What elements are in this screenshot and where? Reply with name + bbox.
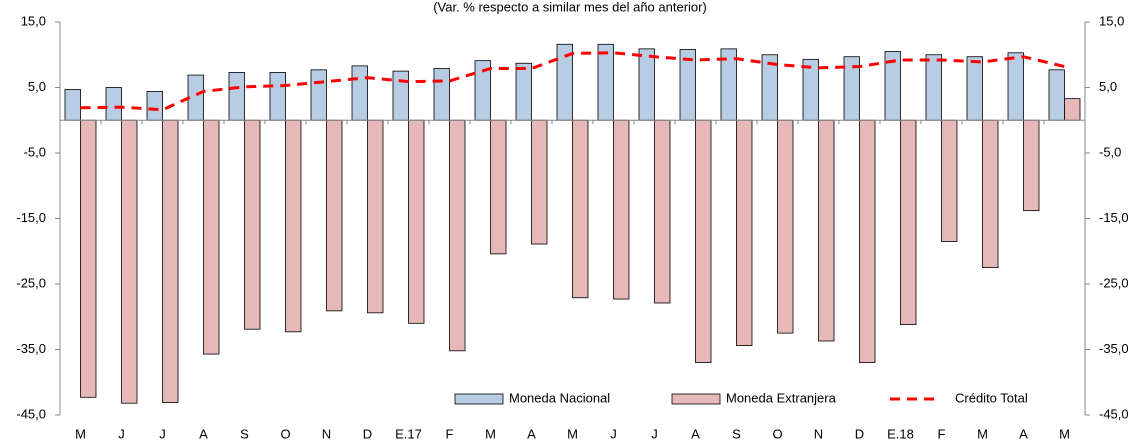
x-tick-label: M <box>485 426 496 441</box>
y-tick-label: -25,0 <box>16 275 46 290</box>
bar <box>433 68 450 121</box>
x-tick-label: D <box>363 426 372 441</box>
bar <box>1048 69 1065 121</box>
line <box>80 51 1065 112</box>
x-tick-label: M <box>977 426 988 441</box>
bar <box>490 119 507 255</box>
x-tick-label: J <box>651 426 658 441</box>
x-tick-label: S <box>240 426 249 441</box>
x-tick-label: S <box>732 426 741 441</box>
y-tick-label: 15,0 <box>21 13 46 28</box>
bar <box>64 89 81 121</box>
x-tick-label: E.18 <box>887 426 914 441</box>
bar <box>638 48 655 121</box>
bar <box>900 119 917 326</box>
bar <box>80 119 97 398</box>
x-tick-label: E.17 <box>395 426 422 441</box>
x-tick-label: A <box>527 426 536 441</box>
x-tick-label: F <box>938 426 946 441</box>
x-tick-label: D <box>855 426 864 441</box>
y2-tick-label: 5,0 <box>1099 79 1117 94</box>
y2-tick-label: 15,0 <box>1099 13 1124 28</box>
bar <box>105 87 122 121</box>
bar <box>515 62 532 121</box>
x-tick-label: J <box>118 426 125 441</box>
bar <box>162 119 179 403</box>
y-tick-label: 5,0 <box>28 79 46 94</box>
x-tick-label: J <box>610 426 617 441</box>
bar <box>285 119 302 333</box>
y-tick-label: -45,0 <box>16 406 46 421</box>
y-tick-label: -5,0 <box>24 144 46 159</box>
x-tick-label: N <box>814 426 823 441</box>
x-tick-label: A <box>691 426 700 441</box>
bar <box>408 119 425 324</box>
bar <box>269 72 286 121</box>
bar <box>392 70 409 121</box>
bar <box>367 119 384 314</box>
chart-subtitle: (Var. % respecto a similar mes del año a… <box>433 0 707 14</box>
bar <box>941 119 958 242</box>
bar <box>859 119 876 364</box>
bar <box>531 119 548 245</box>
bar <box>121 119 138 404</box>
legend-swatch <box>454 393 504 405</box>
bar <box>1007 52 1024 121</box>
y2-tick-label: -25,0 <box>1099 275 1129 290</box>
bar <box>146 91 163 121</box>
bar <box>228 72 245 121</box>
x-tick-label: J <box>159 426 166 441</box>
bar <box>654 119 671 304</box>
x-tick-label: O <box>280 426 290 441</box>
y2-tick-label: -45,0 <box>1099 406 1129 421</box>
x-tick-label: A <box>1019 426 1028 441</box>
bar <box>572 119 589 299</box>
bar <box>1023 119 1040 212</box>
y2-tick-label: -35,0 <box>1099 341 1129 356</box>
bar <box>736 119 753 346</box>
x-tick-label: O <box>772 426 782 441</box>
bar <box>244 119 261 330</box>
bar <box>351 65 368 121</box>
bar <box>597 43 614 121</box>
legend-label: Moneda Extranjera <box>726 390 837 405</box>
bar <box>187 74 204 121</box>
y2-tick-label: -5,0 <box>1099 144 1121 159</box>
x-tick-label: M <box>1059 426 1070 441</box>
bar <box>695 119 712 364</box>
bar <box>203 119 220 355</box>
bar <box>925 54 942 121</box>
bar <box>982 119 999 269</box>
legend-label: Crédito Total <box>955 390 1028 405</box>
x-tick-label: N <box>322 426 331 441</box>
x-tick-label: F <box>446 426 454 441</box>
bar <box>777 119 794 334</box>
bar <box>1064 98 1081 121</box>
x-tick-label: M <box>567 426 578 441</box>
bar <box>613 119 630 300</box>
bar <box>326 119 343 312</box>
x-tick-label: M <box>75 426 86 441</box>
bar <box>966 56 983 121</box>
bar <box>818 119 835 342</box>
y2-tick-label: -15,0 <box>1099 210 1129 225</box>
x-tick-label: A <box>199 426 208 441</box>
bar <box>449 119 466 352</box>
y-tick-label: -35,0 <box>16 341 46 356</box>
legend-label: Moneda Nacional <box>509 390 610 405</box>
y-tick-label: -15,0 <box>16 210 46 225</box>
bar <box>310 69 327 121</box>
legend-swatch <box>671 393 721 405</box>
